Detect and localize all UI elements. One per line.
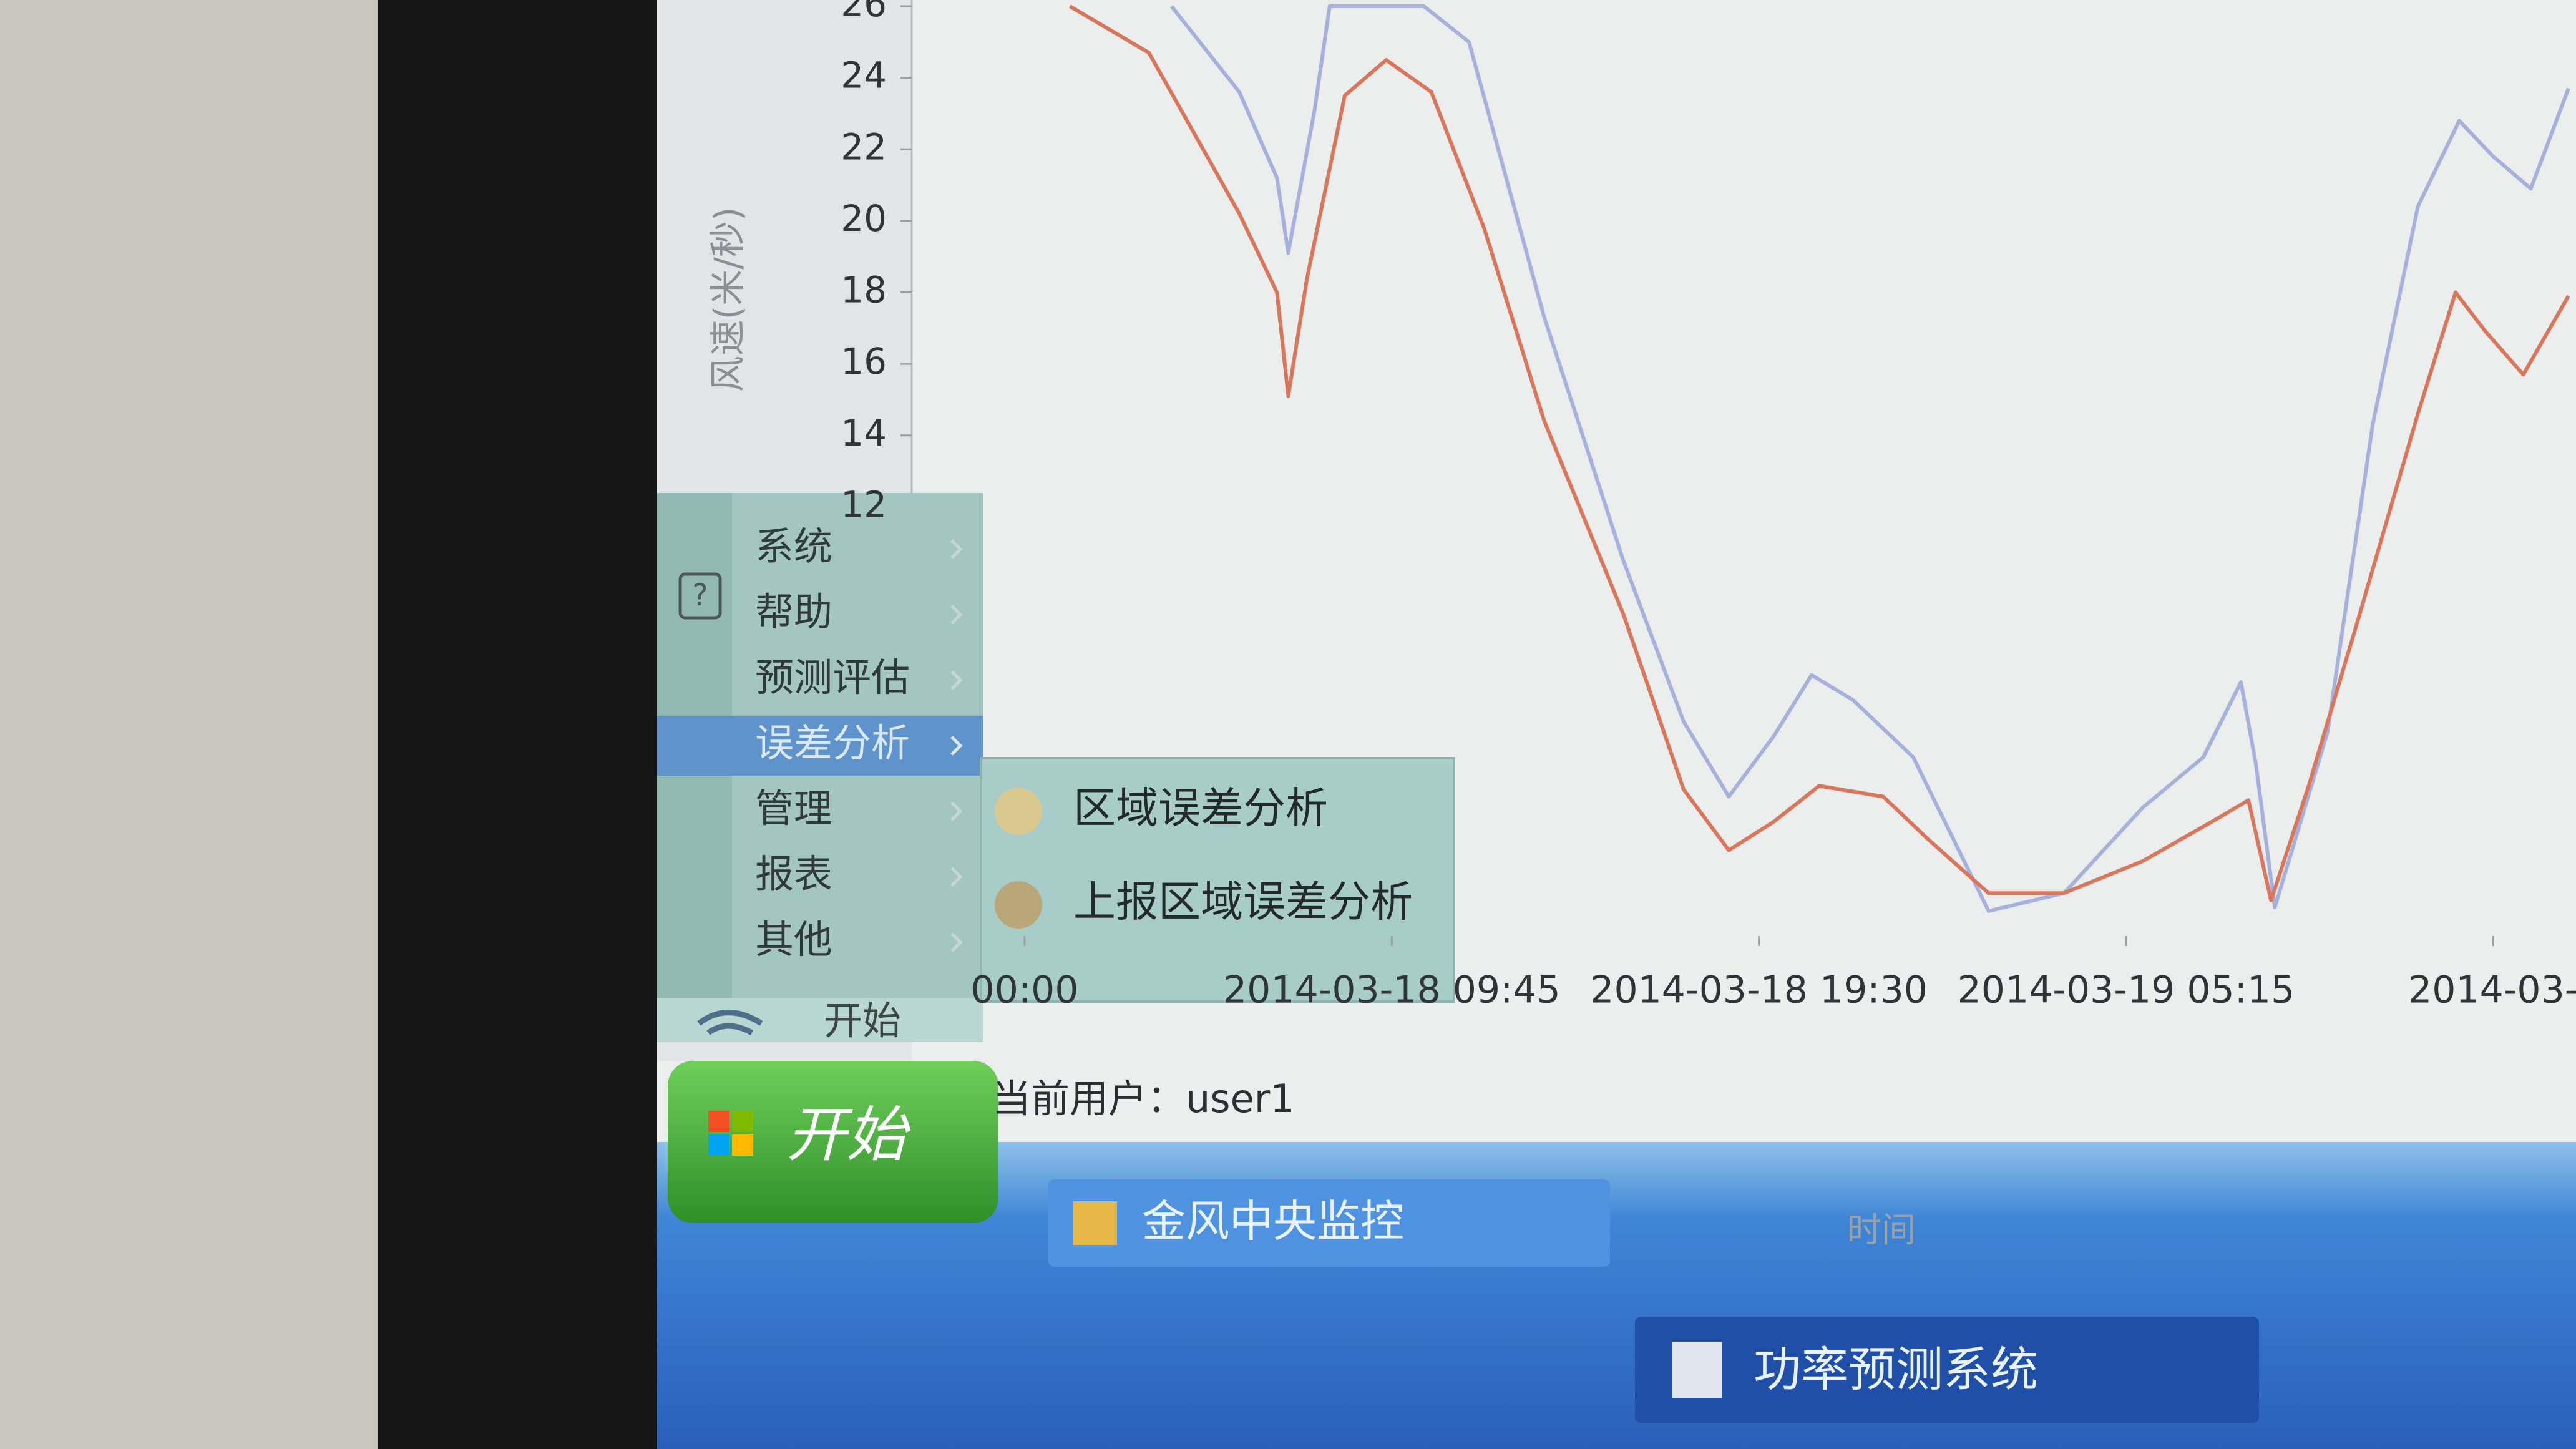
menu-arrow xyxy=(950,801,963,821)
menu-item: 帮助 xyxy=(755,589,832,635)
plot xyxy=(900,4,2570,913)
y-axis-title: 风速(米/秒) xyxy=(706,207,749,393)
start-logo xyxy=(708,1111,729,1132)
start-button-label: 开始 xyxy=(786,1100,910,1169)
menu-arrow xyxy=(950,670,963,690)
start-logo xyxy=(708,1134,729,1156)
taskbar-button-label: 功率预测系统 xyxy=(1754,1342,2038,1397)
menu-arrow xyxy=(950,539,963,559)
y-tick-label: 26 xyxy=(841,0,887,25)
x-tick-label: 2014-03- xyxy=(2408,968,2576,1012)
help-icon xyxy=(678,572,722,620)
y-tick-label: 20 xyxy=(841,197,887,240)
help-icon-mark: ? xyxy=(692,578,708,613)
x-tick-label: 2014-03-18 09:45 xyxy=(1223,968,1561,1012)
menu-item: 误差分析 xyxy=(755,720,910,766)
taskbar-button[interactable] xyxy=(1635,1317,2259,1423)
submenu-icon xyxy=(995,788,1042,835)
menu-item: 其他 xyxy=(755,917,832,962)
y-tick-label: 12 xyxy=(841,483,887,525)
submenu-panel xyxy=(980,757,1455,1003)
submenu-icon xyxy=(995,881,1042,929)
start-button[interactable] xyxy=(668,1061,998,1223)
taskbar-button-label: 金风中央监控 xyxy=(1142,1196,1404,1247)
start-logo xyxy=(732,1134,753,1156)
menu-item: 报表 xyxy=(755,851,832,897)
menu-item: 管理 xyxy=(755,786,832,831)
y-tick-label: 16 xyxy=(841,340,887,383)
menu-arrow xyxy=(950,932,963,952)
x-axis-title: 时间 xyxy=(1847,1210,1916,1250)
x-tick-label: 00:00 xyxy=(971,968,1079,1012)
series-line xyxy=(1068,4,2570,902)
series-line xyxy=(1169,4,2570,913)
wall xyxy=(0,0,378,1449)
menu-arrow xyxy=(950,605,963,625)
submenu-item[interactable]: 上报区域误差分析 xyxy=(1073,878,1413,927)
menu-arrow xyxy=(950,867,963,887)
x-tick-label: 2014-03-18 19:30 xyxy=(1590,968,1928,1012)
menu-start-row xyxy=(657,998,983,1042)
y-tick-label: 24 xyxy=(841,54,887,97)
monitor-bezel xyxy=(378,0,657,1449)
menu-item: 预测评估 xyxy=(755,655,910,700)
taskbar-icon xyxy=(1073,1201,1117,1245)
status-user: 当前用户：user1 xyxy=(992,1076,1295,1121)
menu-arrow xyxy=(950,736,963,756)
menu-highlight xyxy=(657,716,983,776)
menu-start-label: 开始 xyxy=(824,998,901,1043)
signal-icon xyxy=(697,1010,763,1035)
taskbar-button[interactable] xyxy=(1048,1179,1610,1267)
taskbar-icon xyxy=(1672,1342,1722,1398)
submenu-item[interactable]: 区域误差分析 xyxy=(1073,784,1328,834)
y-tick-label: 18 xyxy=(841,269,887,311)
y-tick-label: 22 xyxy=(841,125,887,168)
start-logo xyxy=(732,1111,753,1132)
y-tick-label: 14 xyxy=(841,412,887,454)
menu-item: 系统 xyxy=(755,524,832,569)
x-tick-label: 2014-03-19 05:15 xyxy=(1958,968,2295,1012)
